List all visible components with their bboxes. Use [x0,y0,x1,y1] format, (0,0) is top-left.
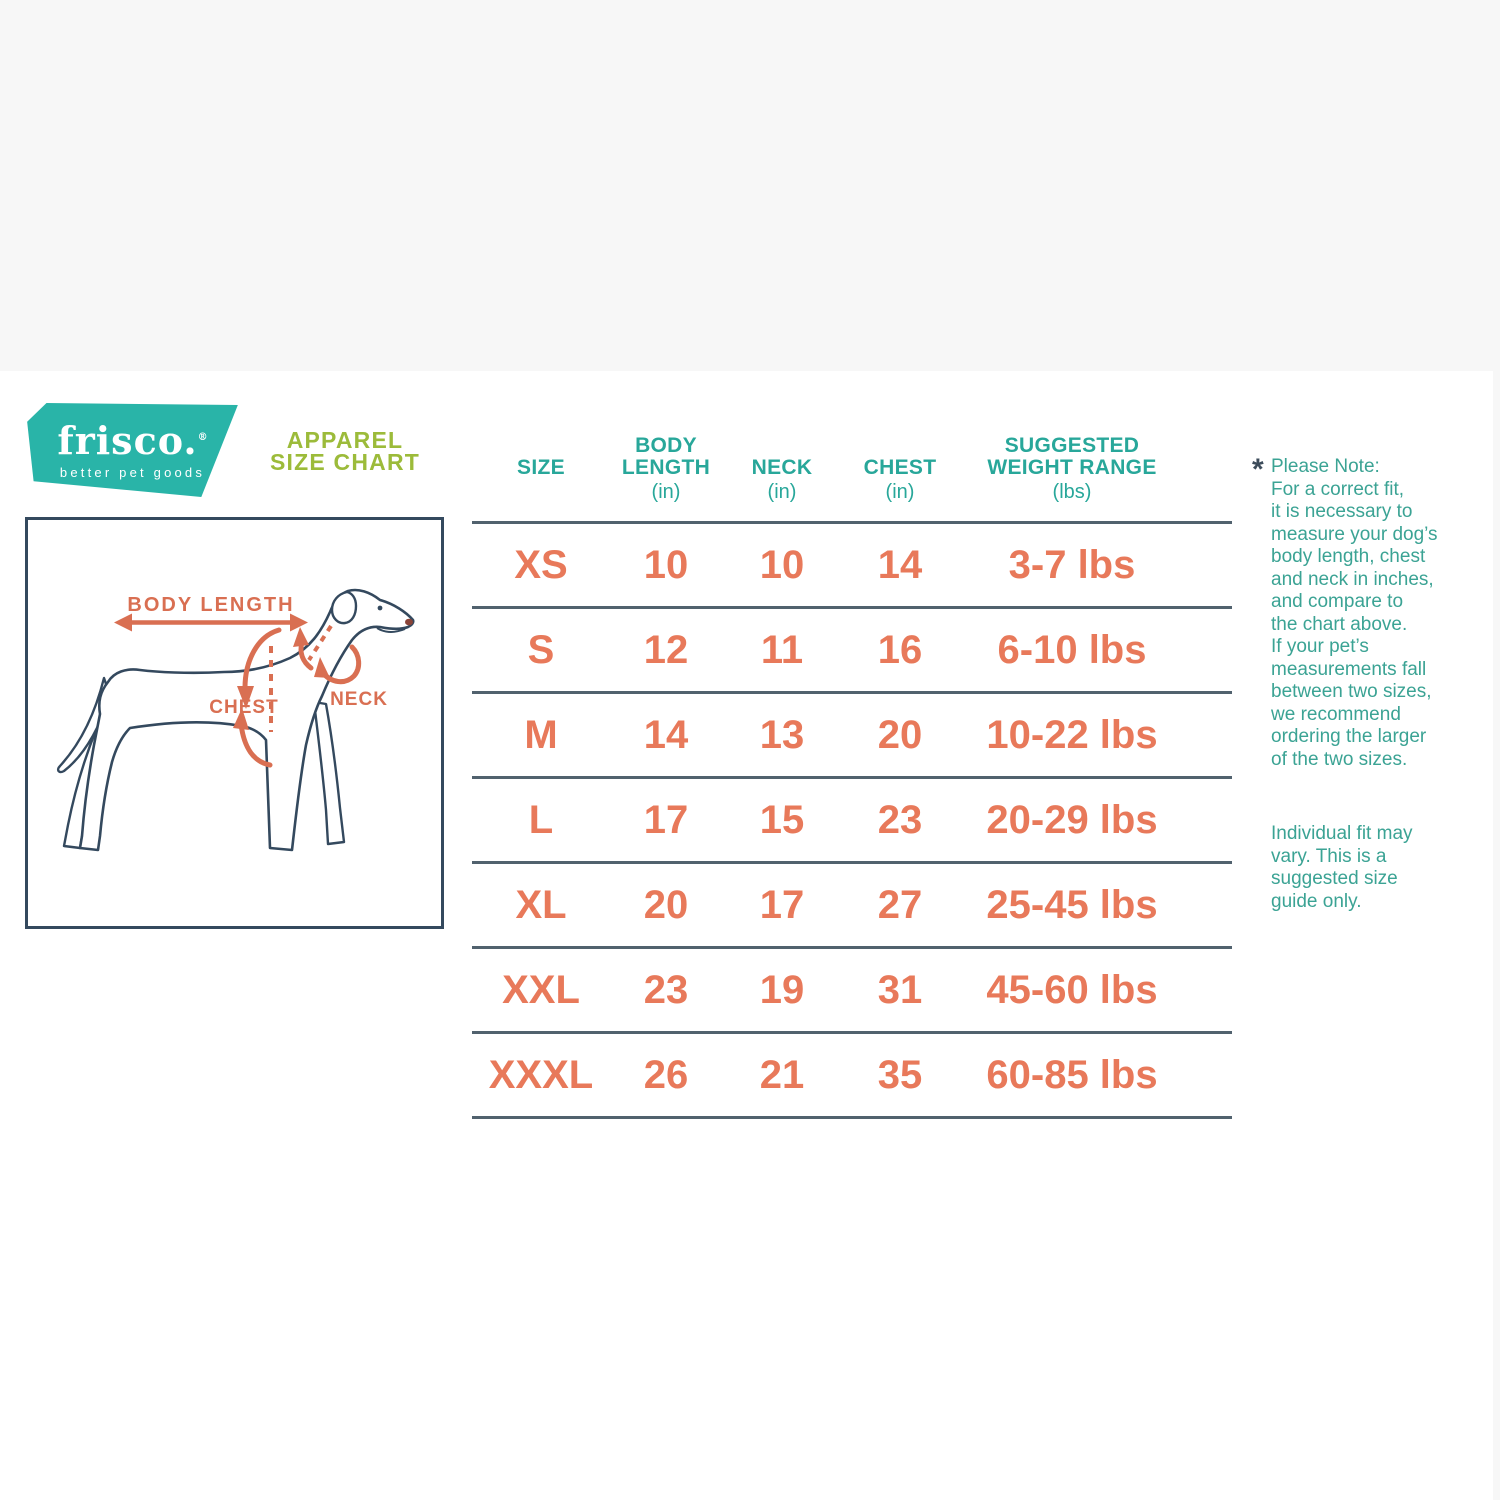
weight-cell: 10-22 lbs [986,712,1158,757]
dog-diagram-svg: BODY LENGTH CHEST NECK [56,588,415,852]
dog-measurement-diagram: BODY LENGTH CHEST NECK [25,517,444,929]
weight-cell: 3-7 lbs [1008,542,1136,587]
size-cell: XXL [502,967,580,1012]
header-line2: CHEST [863,456,937,479]
size-table: SIZE BODY LENGTH (in) NECK (in) CHEST (i… [472,425,1232,1119]
body-length-cell: 12 [643,627,689,672]
neck-arrowhead-upper [293,627,309,647]
header-line2: WEIGHT RANGE [987,456,1157,479]
chest-arc-upper [242,627,282,691]
header-line1 [472,435,610,457]
chest-cell: 23 [877,797,923,842]
size-cell: XS [514,542,568,587]
table-row-l: L 17 15 23 20-29 lbs [472,776,1232,861]
body-length-cell: 26 [643,1052,689,1097]
neck-cell: 10 [759,542,805,587]
column-header-weight: SUGGESTED WEIGHT RANGE (lbs) [958,425,1232,521]
column-header-body-length: BODY LENGTH (in) [610,425,722,521]
weight-cell: 6-10 lbs [997,627,1147,672]
body-length-cell: 17 [643,797,689,842]
dog-body-outline [78,588,415,852]
brand-name: frisco.® [57,421,208,460]
dog-eye [377,605,383,611]
body-length-cell: 20 [643,882,689,927]
header-unit: (lbs) [1052,481,1092,503]
header-line1 [842,435,958,457]
chest-arrowhead-down [237,686,254,709]
neck-cell: 15 [759,797,805,842]
header-unit: (in) [767,481,797,503]
note-paragraph-2: Individual fit may vary. This is a sugge… [1271,823,1413,912]
header-line2: SIZE [517,456,565,479]
chest-arrowhead-up [233,708,249,730]
body-length-arrowhead-right [290,613,308,632]
column-header-neck: NECK (in) [722,425,842,521]
neck-cell: 11 [760,627,804,672]
body-length-cell: 23 [643,967,689,1012]
weight-cell: 45-60 lbs [986,967,1158,1012]
body-length-cell: 10 [643,542,689,587]
chest-cell: 20 [877,712,923,757]
neck-cell: 17 [759,882,805,927]
chest-arc-lower [238,721,273,768]
body-length-arrowhead-left [114,613,132,632]
chest-label: CHEST [209,697,278,718]
weight-cell: 60-85 lbs [986,1052,1158,1097]
chest-cell: 14 [877,542,923,587]
fit-note: * Please Note: For a correct fit, it is … [1252,453,1472,913]
chest-cell: 27 [877,882,923,927]
note-paragraph-1: Please Note: For a correct fit, it is ne… [1271,456,1438,770]
dog-ear [330,590,358,625]
size-cell: XXXL [488,1052,594,1097]
neck-cell: 19 [759,967,805,1012]
chest-cell: 16 [877,627,923,672]
neck-cell: 13 [759,712,805,757]
frisco-logo: frisco.® better pet goods [27,402,238,498]
page-margin-top [0,0,1500,371]
table-row-xxl: XXL 23 19 31 45-60 lbs [472,946,1232,1031]
dog-nose [405,618,413,626]
brand-wordmark: frisco. [57,417,198,463]
header-line1 [722,435,842,457]
table-row-xl: XL 20 17 27 25-45 lbs [472,861,1232,946]
header-unit [472,479,610,505]
column-header-chest: CHEST (in) [842,425,958,521]
header-line2: LENGTH [621,456,711,479]
dog-mouth-line [376,627,406,633]
brand-tagline: better pet goods [59,464,206,480]
size-cell: S [527,627,555,672]
size-cell: L [528,797,554,842]
neck-cell: 21 [759,1052,805,1097]
weight-cell: 25-45 lbs [986,882,1158,927]
table-row-xs: XS 10 10 14 3-7 lbs [472,521,1232,606]
table-header-row: SIZE BODY LENGTH (in) NECK (in) CHEST (i… [472,425,1232,521]
weight-cell: 20-29 lbs [986,797,1158,842]
header-line1: BODY [635,434,697,457]
table-row-s: S 12 11 16 6-10 lbs [472,606,1232,691]
neck-arrowhead-lower [314,657,330,678]
dog-far-front-leg [312,700,346,846]
table-row-xxxl: XXXL 26 21 35 60-85 lbs [472,1031,1232,1116]
chest-cell: 35 [877,1052,923,1097]
registered-trademark-icon: ® [197,431,208,443]
table-row-m: M 14 13 20 10-22 lbs [472,691,1232,776]
asterisk-icon: * [1252,453,1264,486]
body-length-label: BODY LENGTH [127,594,294,616]
chest-cell: 31 [877,967,923,1012]
neck-label: NECK [330,689,388,710]
header-line1: SUGGESTED [1004,434,1140,457]
neck-arc-lower [319,644,362,685]
page-title: APPAREL SIZE CHART [270,427,420,475]
header-line2: NECK [751,456,813,479]
table-body: XS 10 10 14 3-7 lbs S 12 11 16 6-10 lbs … [472,521,1232,1119]
page-margin-right [1493,371,1500,1500]
header-unit: (in) [885,481,915,503]
size-cell: M [524,712,558,757]
header-unit: (in) [651,481,681,503]
body-length-cell: 14 [643,712,689,757]
column-header-size: SIZE [472,425,610,521]
size-cell: XL [515,882,567,927]
